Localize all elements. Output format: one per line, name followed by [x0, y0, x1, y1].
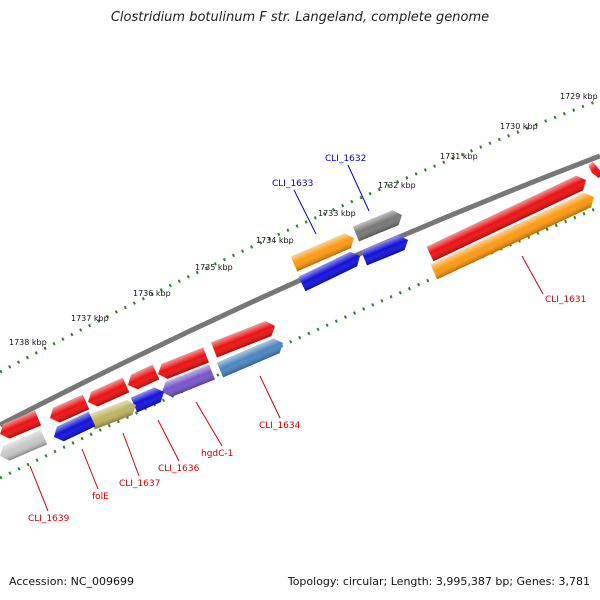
inner-tick-track: [0, 205, 600, 480]
gene-arrow[interactable]: [426, 173, 590, 262]
kbp-label: 1735 kbp: [195, 263, 233, 272]
gene-label: CLI_1634: [259, 421, 301, 431]
gene-label: hgdC-1: [201, 449, 233, 459]
kbp-label: 1733 kbp: [318, 209, 356, 218]
gene-arrow[interactable]: [290, 231, 357, 272]
gene-arrow[interactable]: [298, 249, 364, 292]
gene-arrow[interactable]: [430, 190, 598, 280]
gene-arrow-shade: [0, 429, 48, 461]
gene-arrow-shade: [0, 410, 42, 439]
gene-label: CLI_1639: [28, 514, 70, 524]
genome-summary-text: Topology: circular; Length: 3,995,387 bp…: [287, 575, 590, 588]
gene-arrow-shade: [158, 347, 209, 379]
gene-arrow-shade: [211, 321, 276, 358]
gene-arrow[interactable]: [360, 233, 411, 266]
gene-arrow[interactable]: [130, 385, 167, 413]
label-leader-line: [195, 401, 223, 447]
map-title: Clostridium botulinum F str. Langeland, …: [110, 10, 490, 25]
gene-arrow-shade: [130, 387, 165, 413]
gene-arrow[interactable]: [125, 364, 160, 393]
gene-arrow[interactable]: [85, 377, 130, 410]
gene-arrow[interactable]: [155, 347, 209, 382]
gene-arrow[interactable]: [211, 319, 278, 358]
gene-arrow[interactable]: [0, 429, 48, 464]
gene-label: CLI_1631: [545, 295, 586, 305]
label-leaders: [29, 164, 544, 512]
gene-arrow-shade: [352, 210, 402, 242]
label-leader-line: [521, 255, 544, 295]
gene-label: CLI_1637: [119, 479, 160, 489]
label-leader-line: [293, 189, 317, 235]
kbp-label: 1736 kbp: [133, 289, 171, 298]
gene-arrow[interactable]: [89, 398, 139, 430]
kbp-scale: 1729 kbp 1730 kbp 1731 kbp 1732 kbp 1733 kbp…: [9, 92, 598, 347]
label-leader-line: [29, 465, 49, 512]
label-leader-line: [81, 448, 99, 490]
label-leader-line: [157, 419, 180, 462]
gene-arrow-shade: [50, 394, 90, 423]
gene-arrow-shade: [588, 161, 600, 178]
gene-arrow[interactable]: [352, 208, 405, 242]
gene-label: CLI_1632: [325, 154, 366, 164]
gene-arrow-shade: [216, 338, 284, 378]
kbp-label: 1734 kbp: [256, 236, 294, 245]
label-leader-line: [347, 164, 370, 212]
kbp-label: 1732 kbp: [378, 181, 416, 190]
gene-arrow-shade: [430, 192, 595, 280]
kbp-label: 1737 kbp: [71, 314, 109, 323]
gene-labels: CLI_1632CLI_1633CLI_1631CLI_1634hgdC-1CL…: [28, 154, 586, 524]
gene-arrow-shade: [128, 364, 160, 390]
gene-features: [0, 161, 600, 464]
gene-arrow-shade: [298, 251, 361, 292]
kbp-label: 1729 kbp: [560, 92, 598, 101]
genome-backbone: [0, 153, 600, 428]
gene-arrow-shade: [53, 411, 96, 442]
gene-arrow-shade: [87, 377, 130, 407]
gene-arrow-shade: [360, 235, 408, 266]
label-leader-line: [122, 432, 140, 477]
kbp-label: 1738 kbp: [9, 338, 47, 347]
gene-arrow[interactable]: [216, 336, 286, 378]
gene-arrow[interactable]: [587, 161, 600, 179]
gene-arrow-shade: [162, 364, 215, 397]
label-leader-line: [259, 375, 281, 419]
gene-arrow[interactable]: [0, 410, 42, 442]
gene-arrow[interactable]: [159, 364, 215, 400]
kbp-label: 1730 kbp: [500, 122, 538, 131]
gene-arrow[interactable]: [51, 411, 96, 444]
gene-label: CLI_1636: [158, 464, 200, 474]
gene-arrow-shade: [426, 175, 587, 262]
gene-arrow-shade: [290, 233, 355, 272]
gene-arrow[interactable]: [47, 394, 90, 426]
gene-arrow-shade: [89, 400, 137, 430]
gene-label: CLI_1633: [272, 179, 313, 189]
gene-label: folE: [92, 492, 109, 502]
kbp-label: 1731 kbp: [440, 152, 478, 161]
accession-text: Accession: NC_009699: [9, 575, 135, 588]
